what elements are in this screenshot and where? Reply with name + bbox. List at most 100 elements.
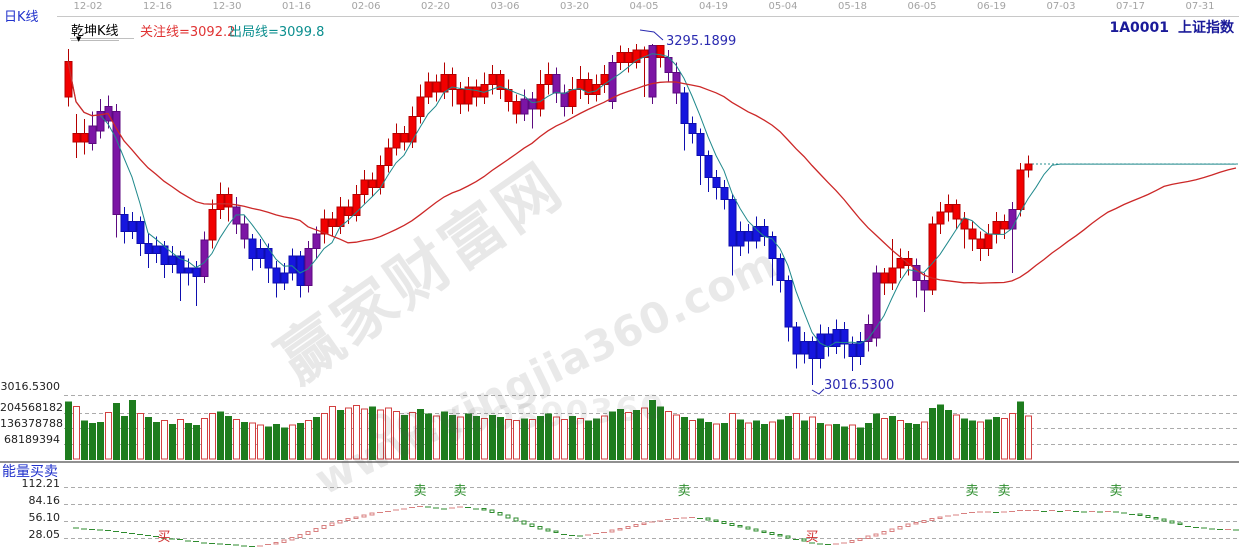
- volume-bar: [505, 418, 512, 460]
- high-annotation: 3295.1899: [666, 34, 737, 49]
- volume-bar: [121, 415, 128, 460]
- energy-bar: [1225, 528, 1231, 530]
- ma-fast-line: [67, 53, 1236, 348]
- volume-bar: [545, 413, 552, 460]
- candle-body: [936, 211, 945, 225]
- sell-marker: 卖: [413, 484, 426, 499]
- energy-bar: [1129, 513, 1135, 515]
- energy-bar: [129, 533, 135, 535]
- energy-bar: [513, 517, 519, 522]
- candle-body: [752, 226, 761, 242]
- candle-body: [344, 206, 353, 216]
- period-label[interactable]: 日K线: [4, 10, 39, 25]
- energy-bar: [169, 538, 175, 540]
- energy-bar: [329, 522, 335, 526]
- energy-bar: [321, 524, 327, 529]
- energy-bar: [1089, 510, 1095, 512]
- date-label: 03-20: [559, 1, 590, 12]
- energy-bar: [537, 526, 543, 530]
- candle-body: [856, 341, 865, 357]
- volume-bar: [609, 411, 616, 460]
- volume-bar: [409, 411, 416, 460]
- volume-bar: [113, 403, 120, 460]
- candle-body: [784, 279, 793, 328]
- energy-axis-label: 28.05: [28, 528, 61, 541]
- volume-bar: [321, 413, 328, 460]
- energy-bar: [193, 541, 199, 543]
- volume-bar: [513, 420, 520, 460]
- candle-body: [128, 221, 137, 232]
- volume-bar: [345, 407, 352, 460]
- candle-body: [792, 326, 801, 355]
- energy-bar: [1161, 518, 1167, 522]
- energy-bar: [921, 519, 927, 523]
- volume-bar: [849, 424, 856, 460]
- energy-bar: [1105, 510, 1111, 512]
- energy-bar: [1145, 515, 1151, 518]
- energy-panel-title[interactable]: 能量买卖: [2, 464, 58, 480]
- volume-bar: [289, 424, 296, 460]
- volume-bar: [329, 406, 336, 460]
- candle-body: [456, 88, 465, 105]
- volume-bar: [489, 414, 496, 460]
- volume-bar: [65, 401, 72, 460]
- candle-body: [520, 98, 529, 115]
- volume-bar: [1017, 401, 1024, 460]
- volume-bar: [961, 418, 968, 460]
- candle-body: [808, 341, 817, 360]
- volume-axis-label: 136378788: [0, 417, 63, 430]
- volume-bar: [465, 413, 472, 460]
- energy-bar: [1137, 513, 1143, 517]
- volume-bar: [761, 424, 768, 460]
- volume-bar: [937, 404, 944, 460]
- energy-bar: [745, 526, 751, 530]
- candle-body: [840, 328, 849, 345]
- energy-axis-label: 84.16: [28, 494, 61, 507]
- energy-bar: [81, 528, 87, 530]
- candle-body: [720, 186, 729, 201]
- volume-axis-label: 204568182: [0, 401, 63, 414]
- energy-bar: [761, 530, 767, 534]
- candle-body: [120, 213, 129, 232]
- volume-bar: [865, 422, 872, 460]
- date-label: 07-31: [1185, 1, 1215, 12]
- volume-bar: [913, 424, 920, 460]
- volume-bar: [225, 415, 232, 460]
- date-label: 07-03: [1046, 1, 1076, 12]
- energy-bar: [337, 519, 343, 524]
- energy-bar: [1009, 510, 1015, 512]
- candle-body: [416, 96, 425, 117]
- volume-bar: [257, 424, 264, 460]
- candle-body: [528, 98, 537, 110]
- candle-body: [152, 245, 161, 254]
- date-label: 02-06: [351, 1, 381, 12]
- candle-body: [544, 74, 553, 86]
- energy-bar: [425, 506, 431, 508]
- energy-bar: [657, 520, 663, 522]
- candle-body: [424, 81, 433, 98]
- energy-bar: [665, 519, 671, 521]
- energy-bar: [505, 514, 511, 519]
- energy-bar: [713, 519, 719, 523]
- volume-bar: [369, 406, 376, 460]
- candle-body: [1008, 208, 1017, 230]
- energy-bar: [969, 511, 975, 513]
- energy-bar: [217, 543, 223, 545]
- indicator-name-label[interactable]: 乾坤K线: [71, 20, 119, 41]
- energy-bar: [1217, 528, 1223, 530]
- energy-bar: [833, 543, 839, 545]
- energy-bar: [137, 533, 143, 535]
- energy-bar: [1097, 511, 1103, 513]
- candle-body: [496, 74, 505, 90]
- indicator-dropdown-icon[interactable]: ▼: [76, 35, 82, 43]
- energy-bar: [401, 508, 407, 510]
- volume-bar: [977, 421, 984, 460]
- energy-bar: [649, 521, 655, 523]
- energy-bar: [89, 528, 95, 530]
- energy-bar: [161, 537, 167, 539]
- volume-bar: [697, 418, 704, 460]
- energy-bar: [113, 530, 119, 532]
- volume-bar: [233, 418, 240, 460]
- candle-body: [712, 177, 721, 188]
